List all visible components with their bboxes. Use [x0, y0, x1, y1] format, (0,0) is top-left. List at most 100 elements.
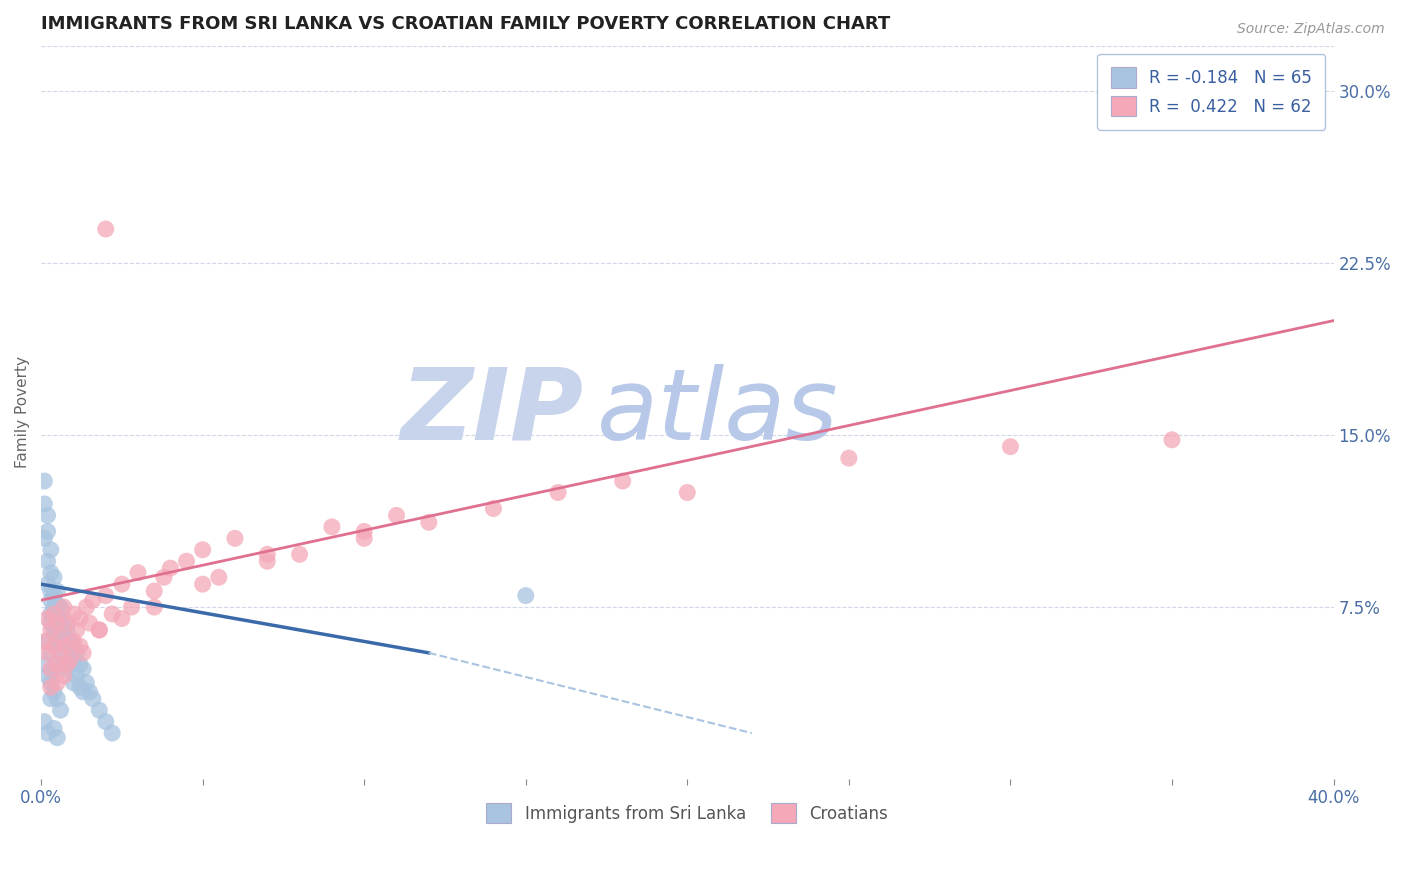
Point	[46, 639, 69, 653]
Point	[72, 646, 94, 660]
Point	[191, 577, 214, 591]
Point	[191, 542, 214, 557]
Point	[385, 508, 408, 523]
Legend: Immigrants from Sri Lanka, Croatians: Immigrants from Sri Lanka, Croatians	[474, 789, 901, 837]
Point	[75, 600, 97, 615]
Point	[37, 554, 59, 568]
Point	[42, 600, 65, 615]
Text: ZIP: ZIP	[401, 364, 583, 461]
Point	[52, 639, 75, 653]
Point	[39, 593, 62, 607]
Point	[256, 554, 278, 568]
Point	[111, 577, 134, 591]
Point	[121, 600, 143, 615]
Point	[224, 531, 246, 545]
Point	[34, 474, 56, 488]
Point	[34, 531, 56, 545]
Point	[62, 634, 84, 648]
Point	[515, 589, 537, 603]
Point	[69, 657, 91, 672]
Point	[82, 593, 104, 607]
Point	[39, 680, 62, 694]
Point	[89, 703, 111, 717]
Point	[89, 623, 111, 637]
Point	[547, 485, 569, 500]
Point	[143, 584, 166, 599]
Point	[37, 611, 59, 625]
Point	[46, 731, 69, 745]
Point	[56, 657, 79, 672]
Point	[353, 531, 375, 545]
Point	[39, 584, 62, 599]
Point	[143, 600, 166, 615]
Point	[159, 561, 181, 575]
Point	[34, 714, 56, 729]
Point	[49, 630, 72, 644]
Point	[56, 639, 79, 653]
Point	[94, 589, 117, 603]
Text: atlas: atlas	[596, 364, 838, 461]
Point	[94, 222, 117, 236]
Point	[37, 646, 59, 660]
Point	[46, 611, 69, 625]
Point	[676, 485, 699, 500]
Point	[66, 669, 89, 683]
Point	[34, 657, 56, 672]
Point	[75, 675, 97, 690]
Point	[62, 657, 84, 672]
Point	[66, 623, 89, 637]
Point	[62, 675, 84, 690]
Point	[59, 653, 82, 667]
Point	[39, 566, 62, 580]
Point	[111, 611, 134, 625]
Point	[46, 657, 69, 672]
Point	[1257, 95, 1279, 110]
Point	[52, 600, 75, 615]
Point	[79, 685, 101, 699]
Point	[1161, 433, 1184, 447]
Point	[52, 657, 75, 672]
Point	[39, 691, 62, 706]
Point	[56, 639, 79, 653]
Point	[69, 680, 91, 694]
Point	[37, 508, 59, 523]
Point	[37, 577, 59, 591]
Point	[101, 607, 124, 621]
Point	[612, 474, 634, 488]
Point	[39, 675, 62, 690]
Point	[39, 542, 62, 557]
Point	[59, 634, 82, 648]
Point	[42, 607, 65, 621]
Point	[49, 646, 72, 660]
Point	[46, 691, 69, 706]
Point	[42, 639, 65, 653]
Point	[49, 600, 72, 615]
Point	[42, 570, 65, 584]
Point	[46, 616, 69, 631]
Point	[52, 611, 75, 625]
Point	[42, 589, 65, 603]
Point	[288, 547, 311, 561]
Y-axis label: Family Poverty: Family Poverty	[15, 356, 30, 468]
Point	[37, 726, 59, 740]
Point	[153, 570, 176, 584]
Point	[82, 691, 104, 706]
Point	[127, 566, 149, 580]
Point	[1000, 440, 1022, 454]
Point	[89, 623, 111, 637]
Point	[46, 623, 69, 637]
Point	[94, 714, 117, 729]
Point	[353, 524, 375, 539]
Point	[46, 584, 69, 599]
Point	[56, 616, 79, 631]
Point	[52, 669, 75, 683]
Point	[208, 570, 231, 584]
Point	[69, 639, 91, 653]
Point	[56, 623, 79, 637]
Text: IMMIGRANTS FROM SRI LANKA VS CROATIAN FAMILY POVERTY CORRELATION CHART: IMMIGRANTS FROM SRI LANKA VS CROATIAN FA…	[41, 15, 890, 33]
Point	[39, 607, 62, 621]
Point	[39, 616, 62, 631]
Point	[72, 685, 94, 699]
Point	[321, 520, 343, 534]
Point	[176, 554, 198, 568]
